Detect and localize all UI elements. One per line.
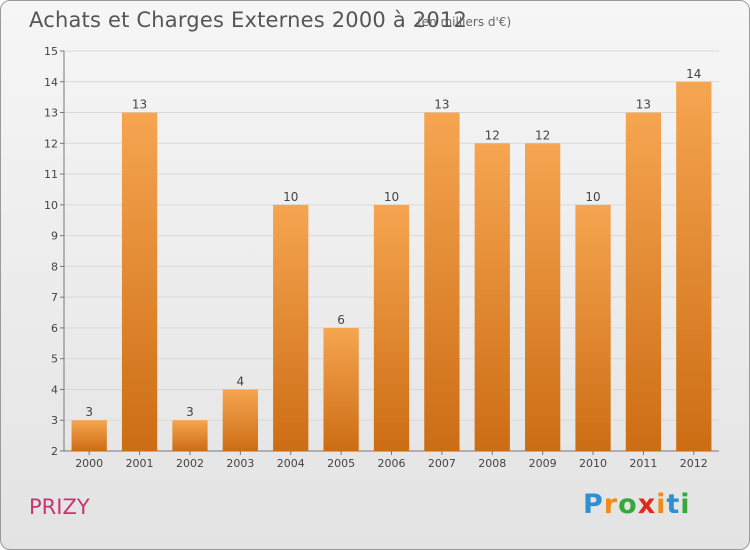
bar — [273, 204, 309, 451]
y-tick-label: 8 — [51, 260, 58, 273]
bar-value-label: 6 — [337, 313, 345, 327]
y-tick-label: 3 — [51, 414, 58, 427]
bar — [625, 112, 662, 452]
bar — [222, 389, 258, 451]
x-tick-label: 2008 — [478, 457, 506, 470]
x-tick-label: 2005 — [327, 457, 355, 470]
bar-value-label: 3 — [85, 405, 93, 419]
y-tick-label: 15 — [44, 45, 58, 58]
x-tick-label: 2009 — [529, 457, 557, 470]
y-tick-label: 10 — [44, 199, 58, 212]
brand-letter: x — [637, 489, 657, 520]
bar — [474, 143, 510, 452]
bar — [121, 112, 158, 452]
bar — [575, 204, 611, 451]
bar — [424, 112, 460, 452]
bar — [323, 327, 359, 451]
y-tick-label: 12 — [44, 137, 58, 150]
y-tick-label: 5 — [51, 353, 58, 366]
y-tick-label: 2 — [51, 445, 58, 458]
y-tick-label: 9 — [51, 230, 58, 243]
bar-value-label: 10 — [585, 190, 600, 204]
y-tick-label: 7 — [51, 291, 58, 304]
bar-layer — [71, 81, 712, 452]
x-tick-label: 2007 — [428, 457, 456, 470]
label-layer: 3 13 3 4 10 6 10 13 12 12 10 13 14 — [85, 67, 701, 419]
y-tick-label: 6 — [51, 322, 58, 335]
brand-letter: P — [583, 489, 604, 520]
bar-value-label: 10 — [283, 190, 298, 204]
bar-value-label: 12 — [485, 128, 500, 142]
bar-value-label: 13 — [132, 98, 147, 112]
bar-value-label: 3 — [186, 405, 194, 419]
y-tick-label: 14 — [44, 76, 58, 89]
bar-value-label: 13 — [434, 98, 449, 112]
brand-letter: i — [680, 489, 691, 520]
brand-letter: t — [666, 489, 681, 520]
brand-letter: r — [603, 489, 619, 520]
x-tick-label: 2004 — [277, 457, 305, 470]
place-name: PRIZY — [29, 495, 90, 519]
x-tick-label: 2003 — [226, 457, 254, 470]
bar-value-label: 14 — [686, 67, 701, 81]
bar — [525, 143, 561, 452]
bar — [373, 204, 410, 451]
y-tick-label: 11 — [44, 168, 58, 181]
x-tick-label: 2001 — [126, 457, 154, 470]
x-tick-label: 2006 — [378, 457, 406, 470]
bar-value-label: 10 — [384, 190, 399, 204]
bar-value-label: 13 — [636, 98, 651, 112]
brand-letter: o — [618, 489, 638, 520]
bar-value-label: 4 — [237, 374, 245, 388]
brand-letter: i — [656, 489, 667, 520]
x-tick-label: 2002 — [176, 457, 204, 470]
x-tick-label: 2011 — [629, 457, 657, 470]
chart-subtitle: (en milliers d'€) — [417, 15, 512, 29]
y-tick-label: 13 — [44, 107, 58, 120]
x-tick-label: 2012 — [680, 457, 708, 470]
y-tick-label: 4 — [51, 383, 58, 396]
proxiti-logo[interactable]: Proxiti — [583, 489, 691, 520]
bar — [71, 420, 107, 451]
chart-title: Achats et Charges Externes 2000 à 2012 — [29, 8, 468, 32]
bar-value-label: 12 — [535, 128, 550, 142]
bar — [172, 420, 208, 451]
x-tick-label: 2010 — [579, 457, 607, 470]
x-tick-label: 2000 — [75, 457, 103, 470]
bar — [676, 81, 712, 452]
